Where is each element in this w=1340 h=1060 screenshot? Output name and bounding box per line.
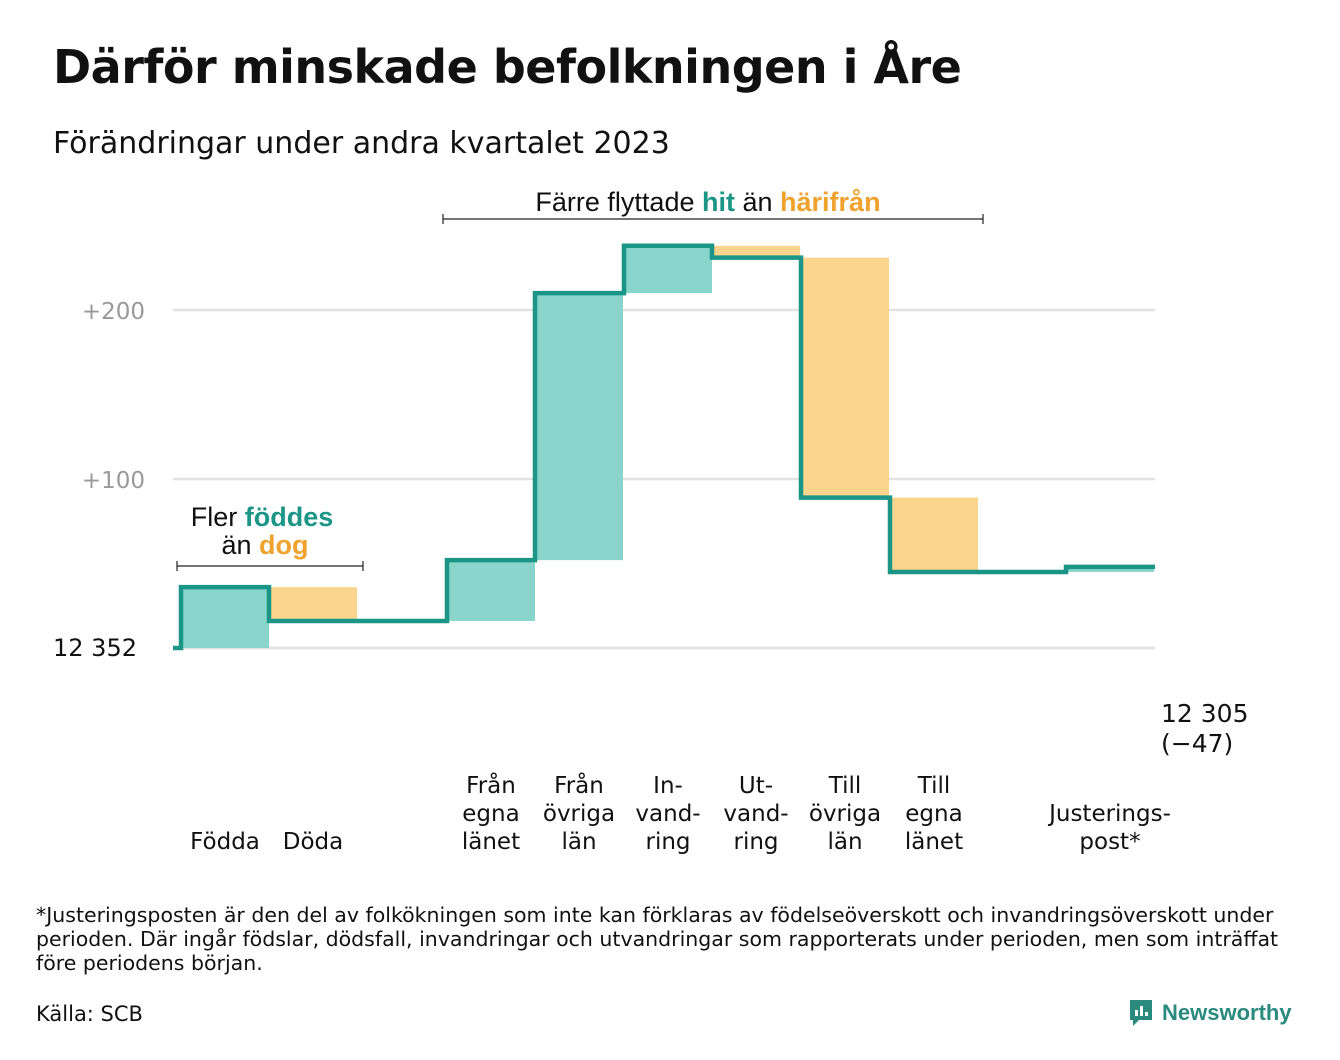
births-annotation-pre: Fler: [191, 502, 245, 532]
moves-annotation-mid: än: [735, 187, 780, 217]
brand-name: Newsworthy: [1162, 1000, 1292, 1025]
category-label: vand-: [723, 801, 788, 827]
category-label: Till: [917, 773, 951, 799]
running-total-line: [173, 243, 1155, 651]
bar-2: [447, 560, 535, 621]
chart-subtitle: Förändringar under andra kvartalet 2023: [53, 126, 670, 161]
gridlines: [173, 308, 1155, 650]
category-label: länet: [462, 829, 520, 855]
category-label: ring: [645, 829, 690, 855]
category-label: Från: [554, 771, 604, 799]
category-label: post*: [1079, 829, 1140, 855]
births-annotation-pre2: än: [221, 530, 259, 560]
category-label: Från: [466, 771, 516, 799]
bar-0: [181, 587, 269, 648]
start-value-label: 12 352: [53, 634, 137, 662]
category-label: vand-: [635, 801, 700, 827]
chart-title: Därför minskade befolkningen i Åre: [53, 40, 962, 94]
births-annotation-em2: dog: [259, 530, 308, 560]
category-label: In-: [653, 773, 683, 799]
newsworthy-logo-icon: [1130, 1000, 1152, 1026]
category-label: egna: [462, 801, 519, 827]
brand-logo: Newsworthy: [1128, 998, 1292, 1028]
moves-annotation-pre: Färre flyttade: [535, 187, 702, 217]
moves-annotation: Färre flyttade hit än härifrån: [535, 187, 880, 217]
category-label: Justerings-: [1047, 801, 1171, 827]
bar-3: [535, 293, 623, 561]
category-label: Ut-: [739, 773, 773, 799]
category-label: Födda: [190, 829, 260, 855]
category-label: länet: [905, 829, 963, 855]
moves-annotation-em1: hit: [702, 187, 735, 217]
footnote: *Justeringsposten är den del av folkökni…: [36, 903, 1279, 975]
category-label: län: [827, 829, 862, 855]
bars: [181, 245, 1154, 648]
category-label: övriga: [809, 801, 881, 827]
births-annotation-em: föddes: [245, 502, 334, 532]
category-label: län: [561, 829, 596, 855]
category-label: egna: [905, 801, 962, 827]
y-tick-label: +100: [82, 468, 145, 494]
source-label: Källa: SCB: [36, 1002, 143, 1026]
births-annotation-line2: än dog: [221, 530, 308, 560]
end-value-label: 12 305: [1161, 699, 1248, 728]
category-label: övriga: [543, 801, 615, 827]
bar-8: [1066, 566, 1154, 572]
annotations: Fler föddes än dog Färre flyttade hit än…: [176, 187, 984, 571]
category-label: Döda: [283, 829, 343, 855]
bar-4: [624, 245, 712, 294]
births-annotation-line1: Fler föddes: [191, 502, 334, 532]
end-change-label: (−47): [1161, 729, 1233, 758]
category-label: ring: [733, 829, 778, 855]
moves-annotation-em2: härifrån: [780, 187, 881, 217]
bar-7: [890, 497, 978, 572]
bar-1: [269, 587, 357, 621]
category-label: Till: [828, 773, 862, 799]
bar-5: [712, 245, 800, 258]
y-tick-label: +200: [82, 299, 145, 325]
bar-6: [801, 257, 889, 498]
running-total-path: [173, 243, 1155, 651]
